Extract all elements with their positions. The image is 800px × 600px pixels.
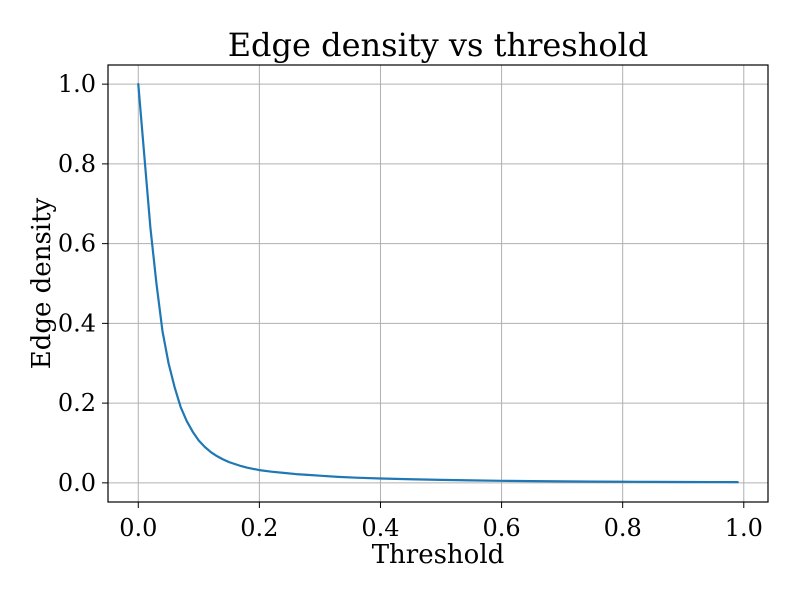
x-tick-label: 0.6 [482, 514, 520, 542]
y-axis-label: Edge density [27, 197, 57, 369]
plot-frame [107, 64, 769, 503]
series-line-edge-density [137, 83, 739, 484]
y-tick-label: 0.8 [58, 150, 96, 178]
y-tick-label: 1.0 [58, 70, 96, 98]
y-tick-label: 0.2 [58, 389, 96, 417]
y-tick-label: 0.4 [58, 309, 96, 337]
y-tick-label: 0.6 [58, 230, 96, 258]
x-tick-label: 0.2 [240, 514, 278, 542]
y-axis-ticks: 0.0 0.2 0.4 0.6 0.8 1.0 [58, 70, 108, 497]
x-axis-label: Threshold [372, 540, 505, 570]
y-tick-label: 0.0 [58, 469, 96, 497]
x-tick-label: 0.0 [119, 514, 157, 542]
chart-title: Edge density vs threshold [228, 26, 649, 64]
x-tick-label: 1.0 [725, 514, 763, 542]
x-tick-label: 0.4 [361, 514, 399, 542]
grid [108, 65, 768, 502]
x-axis-ticks: 0.0 0.2 0.4 0.6 0.8 1.0 [119, 502, 763, 542]
x-tick-label: 0.8 [604, 514, 642, 542]
